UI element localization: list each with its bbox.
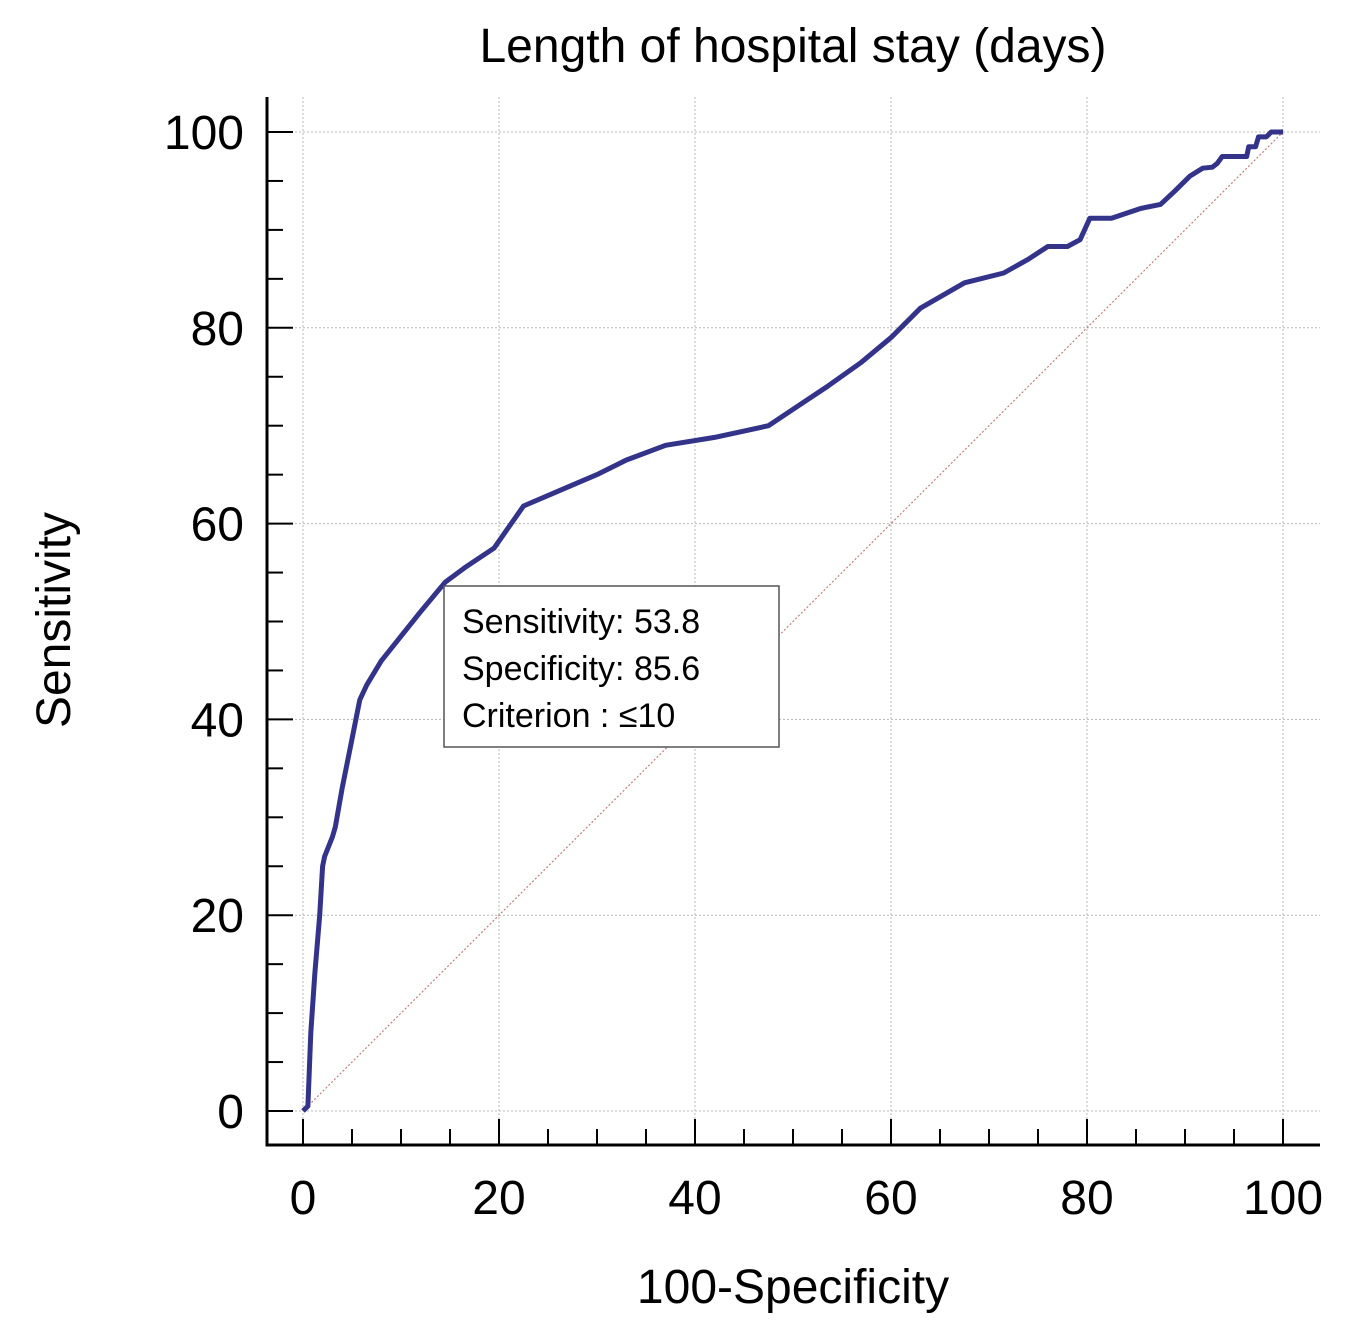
- x-tick-label: 80: [1060, 1172, 1113, 1225]
- y-tick-label: 20: [191, 890, 244, 943]
- y-tick-label: 100: [164, 107, 244, 160]
- y-axis-title: Sensitivity: [28, 512, 81, 728]
- y-tick-label: 80: [191, 303, 244, 356]
- x-axis-title: 100-Specificity: [637, 1261, 949, 1314]
- y-tick-label: 0: [217, 1086, 244, 1139]
- criterion-annotation: Sensitivity: 53.8 Specificity: 85.6 Crit…: [443, 585, 780, 748]
- roc-curve-line: [301, 129, 1283, 1113]
- y-tick-labels: 0 20 40 60 80 100: [164, 107, 244, 1139]
- reference-diagonal-line: [302, 131, 1284, 1112]
- chart-title: Length of hospital stay (days): [479, 20, 1106, 73]
- annotation-specificity: Specificity: 85.6: [462, 650, 700, 688]
- annotation-sensitivity: Sensitivity: 53.8: [462, 603, 700, 641]
- x-tick-label: 100: [1243, 1172, 1323, 1225]
- y-tick-label: 40: [191, 694, 244, 747]
- x-tick-label: 0: [290, 1172, 317, 1225]
- annotation-box: [443, 585, 780, 748]
- tick-marks: [267, 131, 1284, 1145]
- x-tick-label: 20: [472, 1172, 525, 1225]
- x-tick-label: 40: [668, 1172, 721, 1225]
- x-tick-label: 60: [864, 1172, 917, 1225]
- annotation-criterion: Criterion : ≤10: [462, 697, 675, 735]
- x-tick-labels: 0 20 40 60 80 100: [290, 1172, 1323, 1225]
- y-tick-label: 60: [191, 499, 244, 552]
